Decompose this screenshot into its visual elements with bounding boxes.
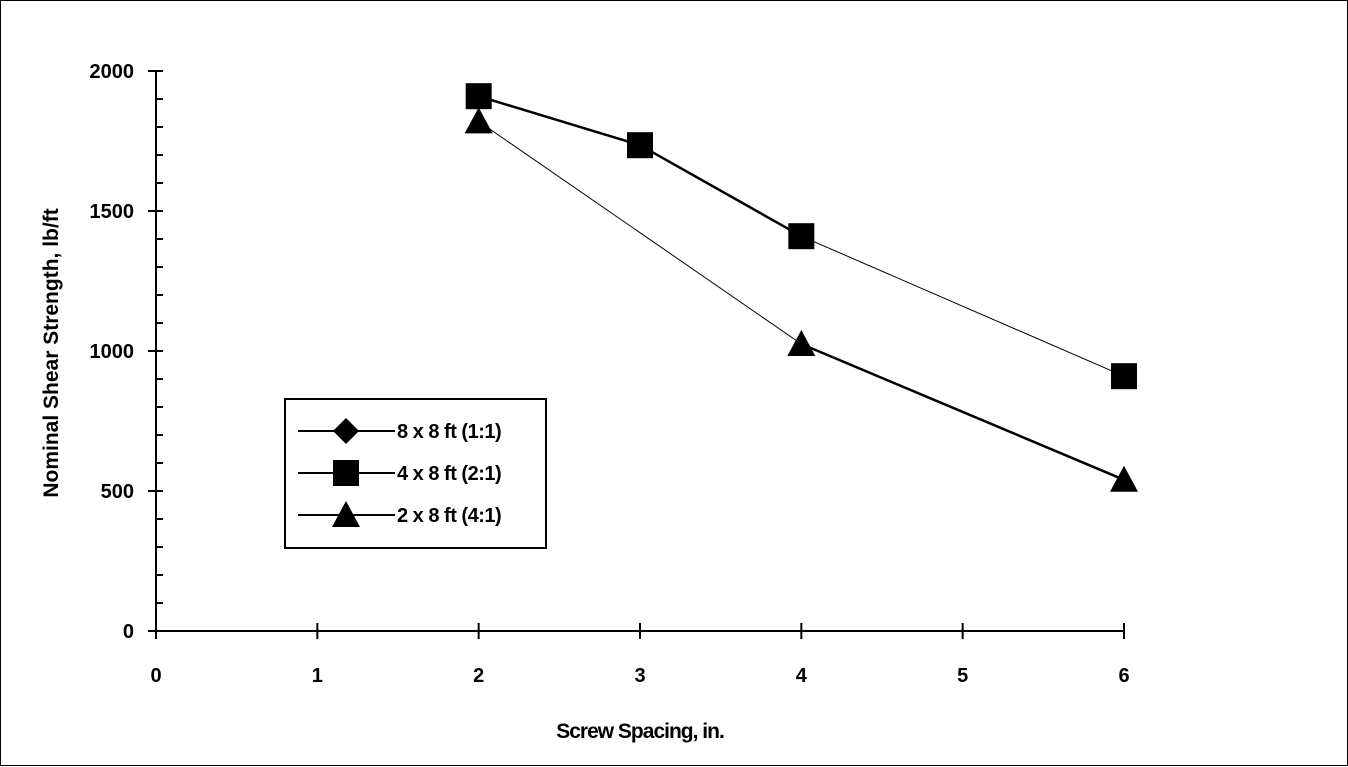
legend-label: 2 x 8 ft (4:1) [397,505,501,527]
x-tick-label: 5 [957,665,968,687]
data-point-square [465,83,492,110]
y-tick-label: 0 [123,621,134,643]
x-tick-labels: 0 1 2 3 4 5 6 [150,665,1129,687]
y-tick-label: 1500 [90,201,135,223]
series-line-segment-square [801,235,1125,377]
series-line-segment-square [478,95,641,147]
y-tick-label: 1000 [90,341,135,363]
x-axis-title: Screw Spacing, in. [556,720,724,743]
data-point-triangle [464,107,493,134]
legend-label: 4 x 8 ft (2:1) [397,463,501,485]
x-tick-label: 0 [150,665,161,687]
series-line-segment-triangle [800,342,1125,481]
legend: 8 x 8 ft (1:1) 4 x 8 ft (2:1) 2 x 8 ft (4:… [284,398,547,549]
series-line-segment-square [639,144,802,238]
x-tick-label: 1 [312,665,323,687]
y-tick-labels: 0 500 1000 1500 2000 [90,61,135,643]
legend-label: 8 x 8 ft (1:1) [397,421,501,443]
y-axis-title: Nominal Shear Strength, lb/ft [40,208,63,497]
x-tick-label: 6 [1118,665,1129,687]
series-line-segment-triangle [478,120,802,345]
x-tick-label: 3 [634,665,645,687]
y-tick-label: 2000 [90,61,135,83]
x-tick-label: 2 [473,665,484,687]
data-point-square [627,132,653,159]
legend-marker-square [333,460,359,486]
data-point-square [788,223,815,250]
data-point-triangle [787,330,816,356]
series-lines [478,95,1125,481]
series-markers [464,83,1138,492]
legend-marker-diamond [333,418,359,444]
y-tick-label: 500 [101,481,134,503]
axes [148,70,1125,639]
data-point-triangle [1110,465,1138,492]
data-point-square [1111,363,1137,390]
legend-marker-triangle [332,501,360,527]
legend-box [284,398,547,549]
x-tick-label: 4 [796,665,808,687]
